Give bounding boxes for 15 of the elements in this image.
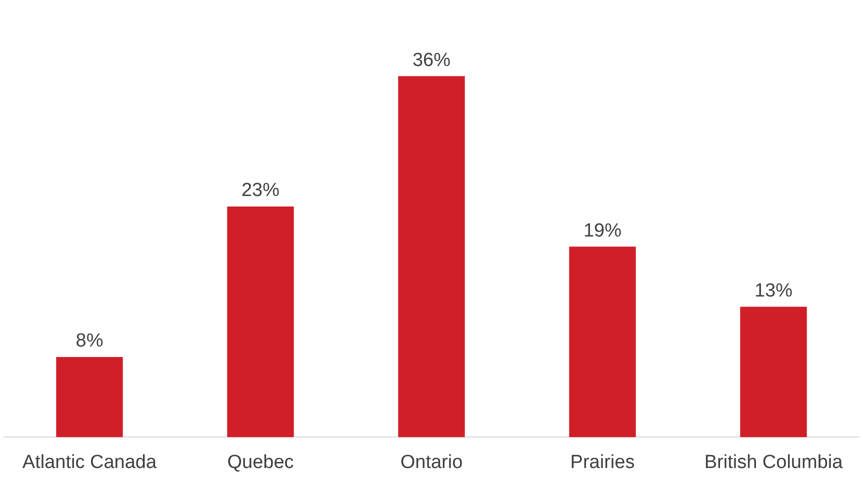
data-label: 23% [241, 180, 280, 202]
x-tick-label: Prairies [570, 452, 635, 473]
x-tick-label: Quebec [227, 452, 294, 473]
bar [56, 356, 123, 438]
data-label: 13% [754, 280, 793, 302]
x-tick-label: Atlantic Canada [22, 452, 157, 473]
data-label: 8% [76, 330, 104, 352]
data-label: 19% [583, 220, 622, 242]
bar [569, 246, 636, 438]
x-tick-label: Ontario [400, 452, 463, 473]
x-tick-label: British Columbia [704, 452, 844, 473]
bar [740, 306, 807, 438]
bar [227, 206, 294, 438]
bar [398, 76, 465, 438]
data-label: 36% [412, 50, 451, 71]
